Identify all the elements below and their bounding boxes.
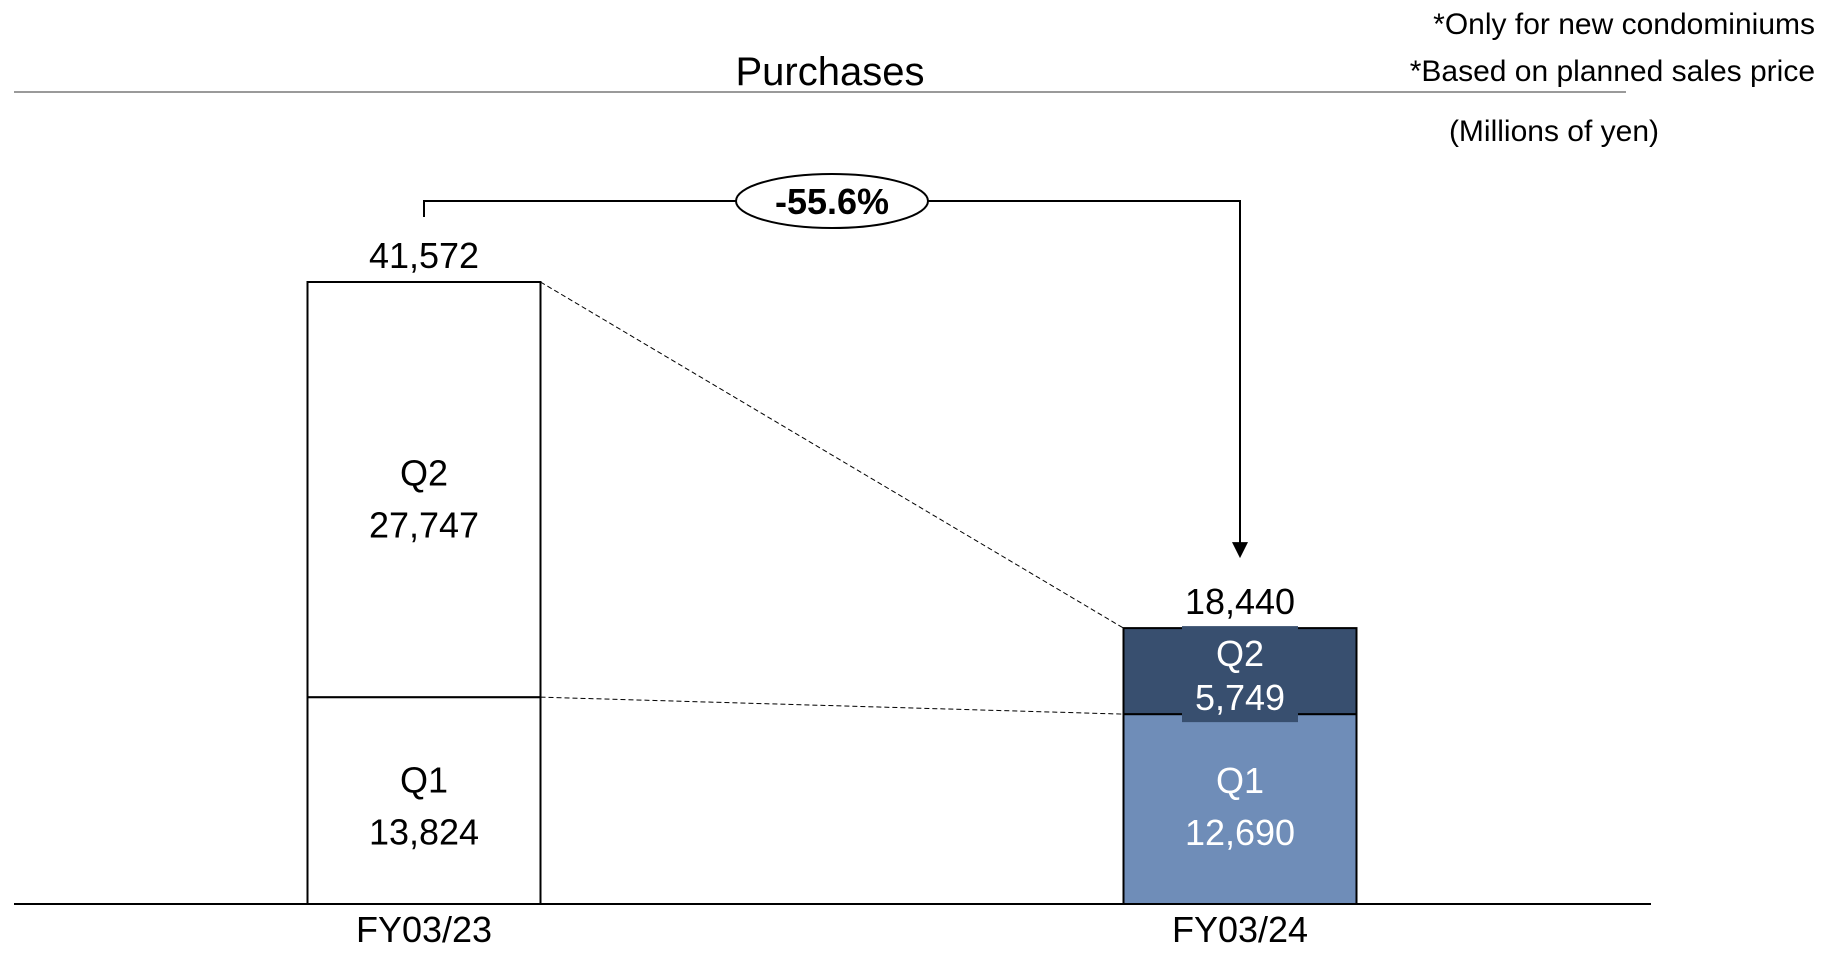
bar-fy0324-q1 [1122, 713, 1358, 906]
segment-label-fy0324-q2-background [1182, 622, 1298, 723]
segment-label-fy0323-q2-name: Q2 [400, 453, 448, 494]
category-label-fy0324: FY03/24 [1172, 909, 1308, 950]
segment-label-fy0324-q2-name: Q2 [1216, 633, 1264, 674]
change-bracket-line [423, 200, 1241, 545]
total-label-fy0323: 41,572 [369, 235, 479, 276]
change-percent-label: -55.6% [775, 181, 889, 222]
note-planned-sales-price: *Based on planned sales price [1410, 55, 1815, 88]
segment-label-fy0324-q1-value: 12,690 [1185, 812, 1295, 853]
bar-fy0323-q2 [306, 281, 542, 699]
segment-label-fy0323-q2-value: 27,747 [369, 505, 479, 546]
segment-label-fy0324-q2-value: 5,749 [1195, 677, 1285, 718]
segment-label-fy0324-q1-name: Q1 [1216, 760, 1264, 801]
unit-label: (Millions of yen) [1449, 115, 1659, 148]
category-label-fy0323: FY03/23 [356, 909, 492, 950]
change-oval [735, 173, 929, 229]
segment-label-fy0323-q1-name: Q1 [400, 760, 448, 801]
total-label-fy0324: 18,440 [1185, 581, 1295, 622]
connector-line-middle [540, 696, 1124, 715]
connector-line-top [540, 281, 1124, 629]
note-new-condominiums: *Only for new condominiums [1433, 8, 1815, 41]
total-label-fy0324-background [1178, 586, 1302, 627]
segment-label-fy0323-q1-value: 13,824 [369, 812, 479, 853]
change-arrowhead [1232, 542, 1248, 559]
chart-title: Purchases [736, 50, 925, 94]
